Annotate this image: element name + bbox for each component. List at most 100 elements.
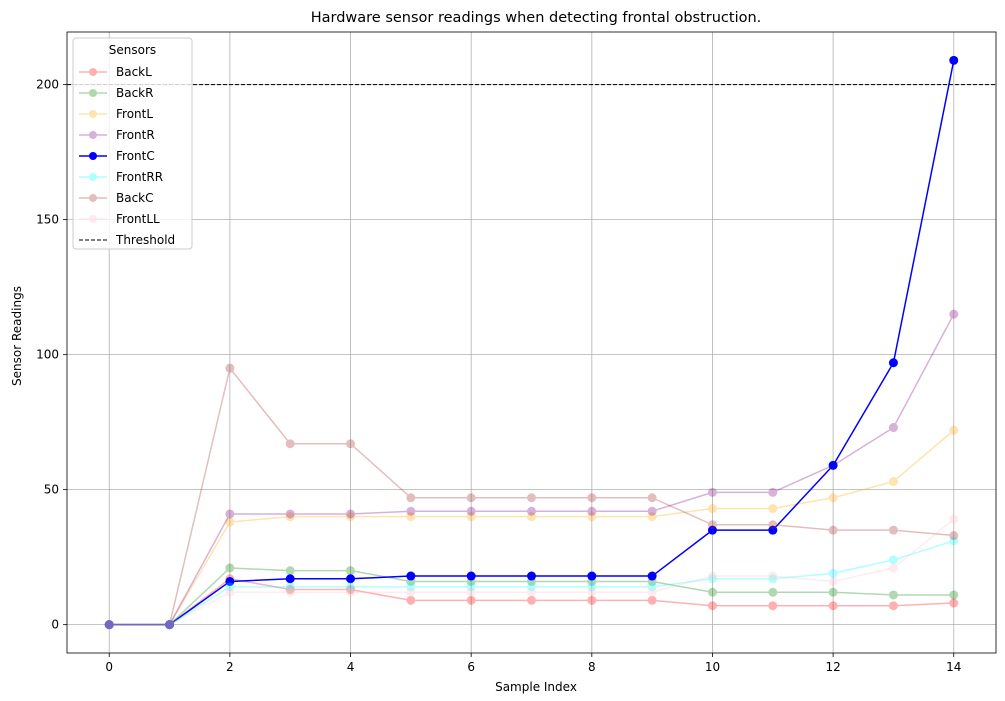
x-tick-label: 4	[347, 660, 355, 674]
data-point	[346, 582, 356, 592]
data-point	[346, 439, 356, 449]
y-tick-label: 100	[36, 348, 59, 362]
data-point	[707, 574, 717, 584]
data-point	[888, 477, 898, 487]
chart-title: Hardware sensor readings when detecting …	[311, 10, 762, 26]
data-point	[346, 587, 356, 597]
data-point	[285, 512, 295, 522]
x-tick-label: 6	[467, 660, 475, 674]
series-line	[109, 567, 954, 626]
x-tick-label: 0	[105, 660, 113, 674]
data-point	[527, 571, 536, 581]
legend-marker	[89, 89, 97, 97]
data-point	[707, 587, 717, 597]
series-line	[109, 429, 955, 626]
y-axis-label: Sensor Readings	[10, 286, 24, 386]
axes	[66, 31, 997, 654]
data-point	[285, 574, 295, 584]
x-axis-label: Sample Index	[495, 680, 577, 694]
legend-label: FrontRR	[116, 170, 163, 184]
series-frontrr	[104, 536, 959, 630]
legend-swatch-backc	[79, 194, 107, 202]
legend-swatch-frontc	[79, 152, 107, 160]
legend-marker	[89, 152, 97, 160]
data-point	[768, 571, 778, 581]
series-line	[109, 578, 954, 626]
legend-swatch-frontll	[79, 215, 107, 223]
data-point	[285, 509, 295, 519]
data-point	[587, 512, 597, 522]
data-point	[949, 590, 959, 600]
data-point	[587, 493, 597, 503]
data-point	[285, 566, 295, 576]
data-point	[527, 582, 536, 592]
data-point	[647, 571, 657, 581]
data-point	[527, 493, 536, 503]
legend-swatch-frontr	[79, 131, 107, 139]
data-point	[225, 563, 235, 573]
data-point	[888, 525, 898, 535]
data-point	[527, 506, 536, 516]
data-point	[406, 587, 416, 597]
data-point	[768, 487, 778, 497]
legend-title: Sensors	[109, 43, 156, 57]
series-layer	[104, 55, 959, 630]
data-point	[285, 587, 295, 597]
data-point	[647, 587, 657, 597]
data-point	[587, 571, 597, 581]
plot-frame	[66, 31, 997, 654]
legend-label: FrontL	[116, 107, 153, 121]
data-point	[104, 620, 114, 630]
data-point	[225, 587, 235, 597]
grid-lines	[67, 32, 996, 653]
data-point	[285, 585, 295, 595]
data-point	[949, 536, 959, 546]
data-point	[466, 587, 476, 597]
series-line	[109, 313, 955, 626]
data-point	[768, 587, 778, 597]
legend-marker	[89, 110, 97, 118]
legend-box	[72, 37, 193, 250]
data-point	[165, 620, 175, 630]
data-point	[888, 590, 898, 600]
legend-label: BackC	[116, 191, 154, 205]
data-point	[949, 309, 959, 319]
legend-marker	[89, 131, 97, 139]
data-point	[466, 571, 476, 581]
data-point	[707, 525, 717, 535]
data-point	[527, 595, 536, 605]
data-point	[466, 582, 476, 592]
y-tick-label: 150	[36, 213, 59, 227]
data-point	[165, 620, 175, 630]
data-point	[768, 525, 778, 535]
data-point	[828, 493, 838, 503]
legend-marker	[89, 68, 97, 76]
data-point	[768, 504, 778, 514]
data-point	[466, 595, 476, 605]
data-point	[285, 582, 295, 592]
data-point	[647, 506, 657, 516]
data-point	[225, 576, 235, 586]
data-point	[406, 595, 416, 605]
legend-label: BackL	[116, 65, 152, 79]
data-point	[888, 563, 898, 573]
data-point	[949, 514, 959, 524]
legend-swatch-backr	[79, 89, 107, 97]
series-backc	[104, 363, 959, 630]
data-point	[949, 598, 959, 608]
data-point	[346, 512, 356, 522]
data-point	[225, 582, 235, 592]
legend-label: FrontLL	[116, 212, 160, 226]
data-point	[707, 571, 717, 581]
data-point	[104, 620, 114, 630]
data-point	[707, 487, 717, 497]
x-tick-label: 8	[588, 660, 596, 674]
data-point	[406, 493, 416, 503]
series-line	[109, 60, 955, 626]
data-point	[104, 620, 114, 630]
data-point	[466, 493, 476, 503]
data-point	[346, 574, 356, 584]
data-point	[768, 601, 778, 611]
data-point	[949, 531, 959, 541]
